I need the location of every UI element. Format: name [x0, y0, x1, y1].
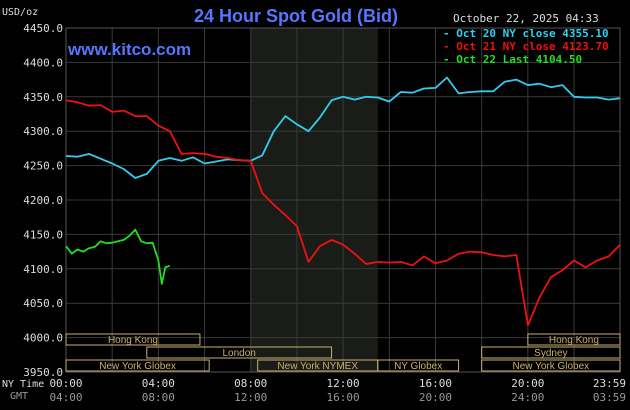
x-tick-label-ny: 04:00 [142, 377, 175, 390]
y-tick-label: 4100.0 [23, 263, 63, 276]
x-tick-label-ny: 16:00 [419, 377, 452, 390]
x-tick-label-gmt: 08:00 [142, 391, 175, 404]
market-sessions: Hong Kong London New York Globex New York N… [65, 333, 621, 372]
x-tick-label-ny: 00:00 [49, 377, 82, 390]
legend-entry-oct22: - Oct 22 Last 4104.50 [443, 53, 582, 66]
y-tick-label: 4000.0 [23, 332, 63, 345]
session-bar [527, 333, 621, 346]
legend-entry-oct20: - Oct 20 NY close 4355.10 [443, 27, 609, 40]
legend: - Oct 20 NY close 4355.10- Oct 21 NY clo… [443, 27, 609, 66]
legend-entry-oct21: - Oct 21 NY close 4123.70 [443, 40, 609, 53]
chart-title: 24 Hour Spot Gold (Bid) [194, 6, 398, 26]
y-tick-label: 4450.0 [23, 22, 63, 35]
series-layer [65, 76, 621, 327]
y-tick-label: 3950.0 [23, 366, 63, 379]
y-tick-label: 4300.0 [23, 125, 63, 138]
x-tick-label-ny: 23:59 [593, 377, 626, 390]
y-tick-label: 4250.0 [23, 160, 63, 173]
session-label: Sydney [534, 348, 567, 359]
plot-frame [65, 27, 621, 373]
session-bar [481, 346, 621, 359]
y-tick-label: 4400.0 [23, 56, 63, 69]
plot-border [65, 27, 621, 373]
y-tick-label: 4200.0 [23, 194, 63, 207]
website-label: www.kitco.com [67, 40, 191, 59]
session-bar [146, 346, 333, 359]
session-bar [377, 359, 460, 372]
grid [65, 27, 621, 373]
series-line-oct22 [65, 228, 171, 285]
x-tick-label-ny: 08:00 [234, 377, 267, 390]
session-label: New York Globex [512, 361, 589, 372]
x-tick-label-gmt: 20:00 [419, 391, 452, 404]
session-bar [65, 333, 201, 346]
x-tick-label-ny: 12:00 [327, 377, 360, 390]
session-bar [481, 359, 621, 372]
x-tick-label-gmt: 03:59 [593, 391, 626, 404]
session-label: London [223, 348, 256, 359]
x-tick-label-gmt: 24:00 [511, 391, 544, 404]
y-axis-label: USD/oz [2, 7, 38, 18]
session-label: New York NYMEX [277, 361, 358, 372]
x-axis-tick-labels: 00:00 04:00 08:00 12:00 16:00 20:00 23:5904:00… [49, 377, 626, 404]
session-bar [65, 359, 210, 372]
session-label: New York Globex [99, 361, 176, 372]
gmt-label: GMT [10, 391, 28, 402]
timestamp: October 22, 2025 04:33 [453, 12, 599, 25]
session-label: Hong Kong [549, 335, 599, 346]
x-tick-label-gmt: 16:00 [327, 391, 360, 404]
session-label: Hong Kong [108, 335, 158, 346]
x-tick-label-gmt: 12:00 [234, 391, 267, 404]
y-tick-label: 4150.0 [23, 228, 63, 241]
series-line-oct21 [65, 99, 621, 327]
session-label: NY Globex [394, 361, 442, 372]
x-tick-label-ny: 20:00 [511, 377, 544, 390]
y-tick-label: 4050.0 [23, 297, 63, 310]
series-line-oct20 [65, 76, 621, 179]
x-tick-label-gmt: 04:00 [49, 391, 82, 404]
y-tick-label: 4350.0 [23, 91, 63, 104]
y-axis-tick-labels: 4450.0 4400.0 4350.0 4300.0 4250.0 4200.0 4150… [23, 22, 63, 379]
ny-time-label: NY Time [2, 379, 44, 390]
